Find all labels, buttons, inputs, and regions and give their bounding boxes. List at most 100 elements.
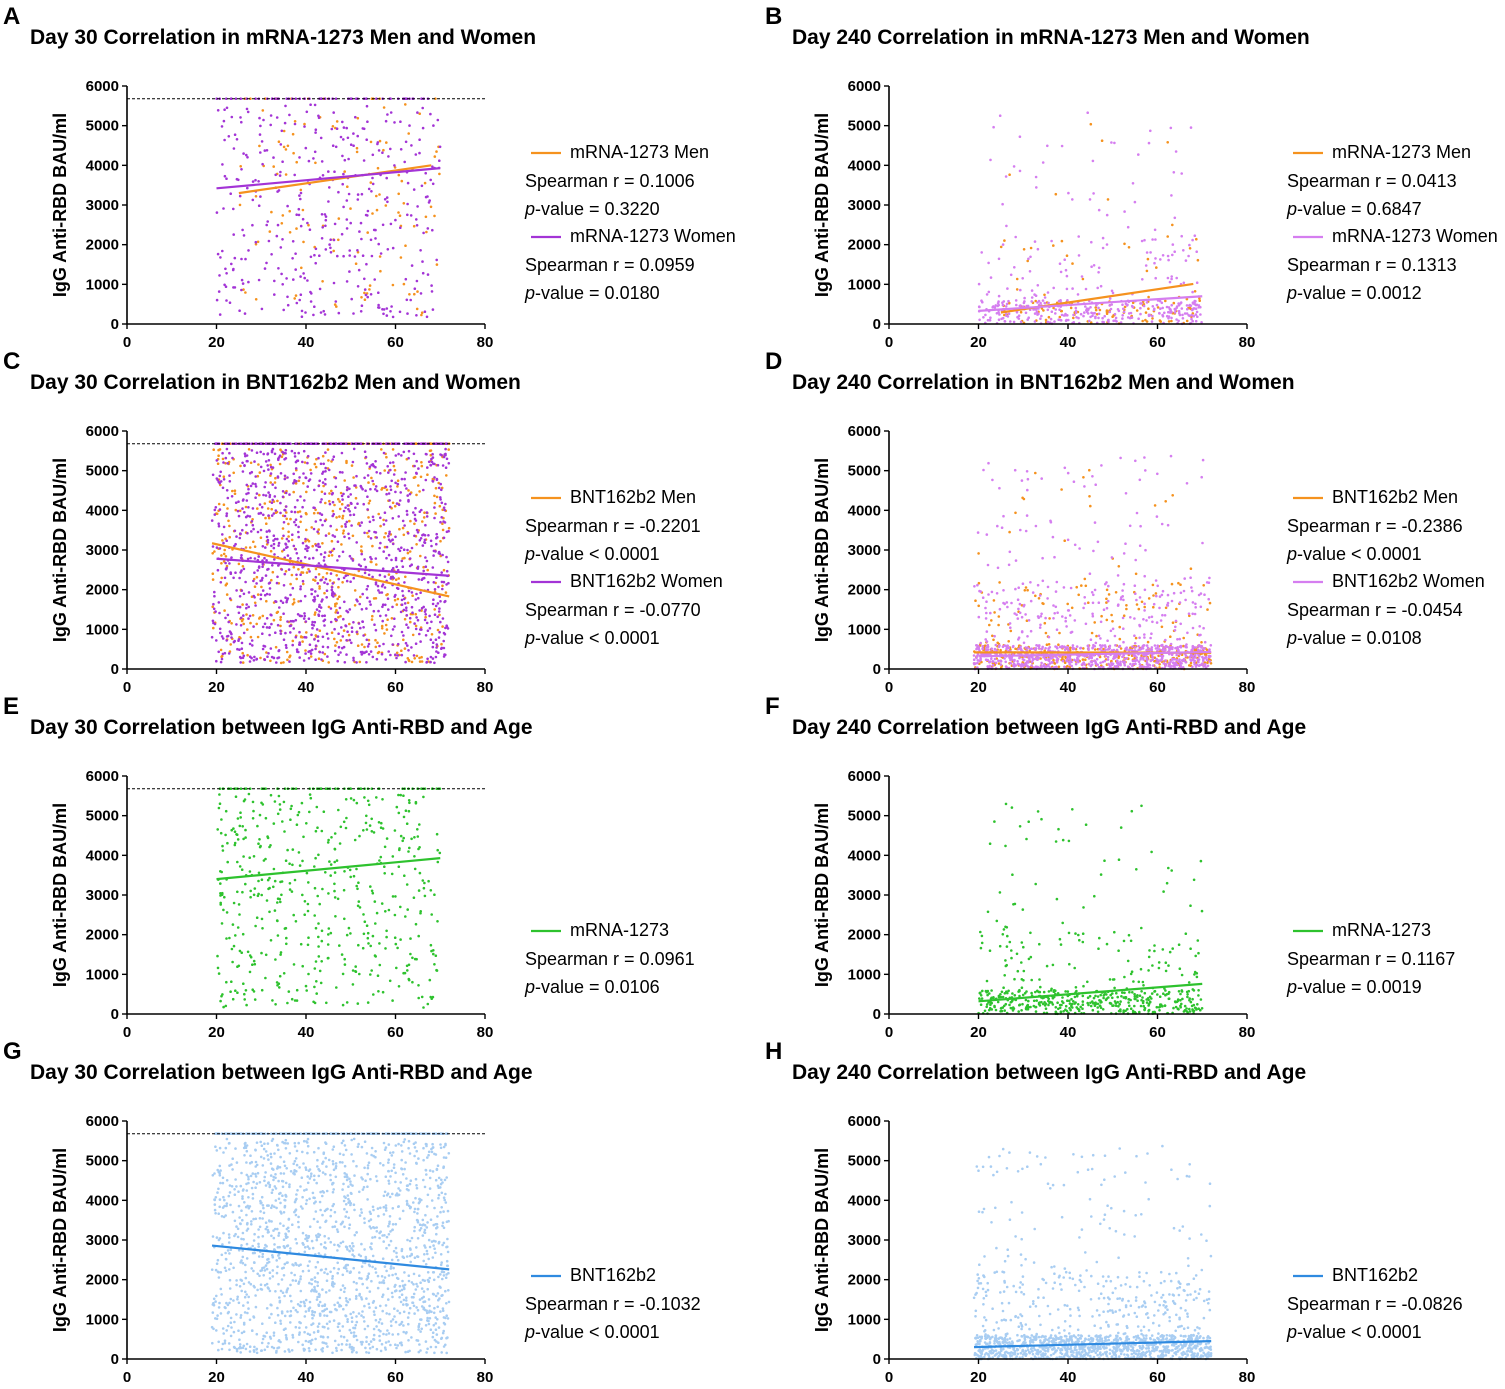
scatter-point xyxy=(403,597,406,601)
scatter-point xyxy=(990,619,993,622)
scatter-point xyxy=(1008,550,1012,554)
scatter-point xyxy=(406,551,410,555)
scatter-point xyxy=(377,306,380,309)
scatter-point xyxy=(989,158,992,162)
scatter-point xyxy=(1116,664,1119,668)
scatter-point xyxy=(279,246,283,249)
scatter-point xyxy=(975,647,978,651)
legend-p-value: p-value = 0.3220 xyxy=(524,199,660,219)
scatter-point xyxy=(382,106,386,109)
scatter-point xyxy=(221,457,225,461)
scatter-point xyxy=(994,643,998,647)
scatter-point xyxy=(1114,591,1118,594)
scatter-point xyxy=(1143,574,1146,578)
scatter-point xyxy=(408,616,412,620)
scatter-point xyxy=(384,204,388,207)
scatter-point xyxy=(224,285,228,289)
scatter-point xyxy=(355,630,359,634)
scatter-point xyxy=(321,651,325,654)
scatter-point xyxy=(408,124,411,127)
scatter-point xyxy=(364,293,368,297)
scatter-point xyxy=(378,193,381,196)
scatter-point xyxy=(1033,240,1037,243)
scatter-point xyxy=(232,640,236,644)
scatter-point xyxy=(1114,319,1117,322)
scatter-point xyxy=(371,153,375,157)
scatter-point xyxy=(352,144,355,147)
scatter-point xyxy=(363,558,366,561)
scatter-point xyxy=(380,591,384,594)
scatter-point xyxy=(414,442,418,446)
legend-series-name: BNT162b2 Women xyxy=(1332,571,1485,591)
scatter-point xyxy=(345,653,348,656)
scatter-point xyxy=(402,815,406,819)
scatter-point xyxy=(1067,609,1071,612)
scatter-point xyxy=(286,848,289,852)
scatter-point xyxy=(412,452,416,456)
scatter-point xyxy=(316,530,319,533)
scatter-point xyxy=(289,619,293,623)
panel-letter: D xyxy=(765,348,782,375)
scatter-point xyxy=(1106,310,1109,314)
scatter-point xyxy=(252,527,255,531)
scatter-point xyxy=(393,166,397,169)
scatter-point xyxy=(991,478,994,482)
scatter-point xyxy=(1166,141,1169,144)
scatter-point xyxy=(1158,666,1161,669)
scatter-point xyxy=(263,556,266,560)
scatter-point xyxy=(1060,239,1064,243)
scatter-point xyxy=(224,1004,228,1008)
scatter-point xyxy=(276,190,279,193)
scatter-point xyxy=(293,520,296,524)
scatter-point xyxy=(318,512,322,515)
scatter-point xyxy=(263,622,267,626)
scatter-point xyxy=(1152,594,1155,597)
scatter-point xyxy=(345,609,348,613)
scatter-point xyxy=(1199,633,1202,637)
scatter-point xyxy=(1030,664,1033,667)
scatter-point xyxy=(1009,320,1012,323)
scatter-point xyxy=(1188,614,1191,618)
scatter-point xyxy=(393,598,397,602)
scatter-point xyxy=(323,563,327,566)
scatter-point xyxy=(215,546,219,549)
scatter-point xyxy=(274,476,277,480)
scatter-point xyxy=(367,638,371,642)
scatter-point xyxy=(976,583,979,587)
scatter-point xyxy=(1022,248,1026,251)
scatter-point xyxy=(372,609,376,613)
x-tick-label: 20 xyxy=(970,334,987,351)
scatter-point xyxy=(1088,572,1092,575)
scatter-point xyxy=(352,798,356,802)
scatter-point xyxy=(1113,634,1117,638)
scatter-point xyxy=(233,492,237,496)
scatter-point xyxy=(335,442,338,446)
scatter-point xyxy=(314,261,318,265)
scatter-point xyxy=(260,505,264,509)
scatter-point xyxy=(428,627,432,630)
scatter-point xyxy=(1064,312,1067,316)
y-tick-label: 6000 xyxy=(848,423,881,440)
scatter-point xyxy=(1052,604,1055,607)
scatter-point xyxy=(379,442,383,446)
scatter-point xyxy=(264,546,267,549)
scatter-point xyxy=(1184,598,1187,602)
scatter-point xyxy=(279,599,283,603)
scatter-point xyxy=(400,559,404,563)
scatter-point xyxy=(393,617,396,620)
scatter-point xyxy=(239,532,242,535)
scatter-point xyxy=(371,544,374,548)
scatter-point xyxy=(267,516,271,520)
scatter-point xyxy=(1087,646,1090,650)
scatter-point xyxy=(317,945,320,948)
scatter-point xyxy=(231,489,234,493)
scatter-point xyxy=(405,606,408,609)
scatter-point xyxy=(374,237,377,240)
scatter-point xyxy=(299,515,303,518)
scatter-point xyxy=(261,632,264,635)
scatter-point xyxy=(225,272,228,275)
scatter-point xyxy=(1189,567,1193,570)
scatter-point xyxy=(384,910,387,913)
scatter-point xyxy=(307,159,311,163)
scatter-point xyxy=(245,107,249,111)
